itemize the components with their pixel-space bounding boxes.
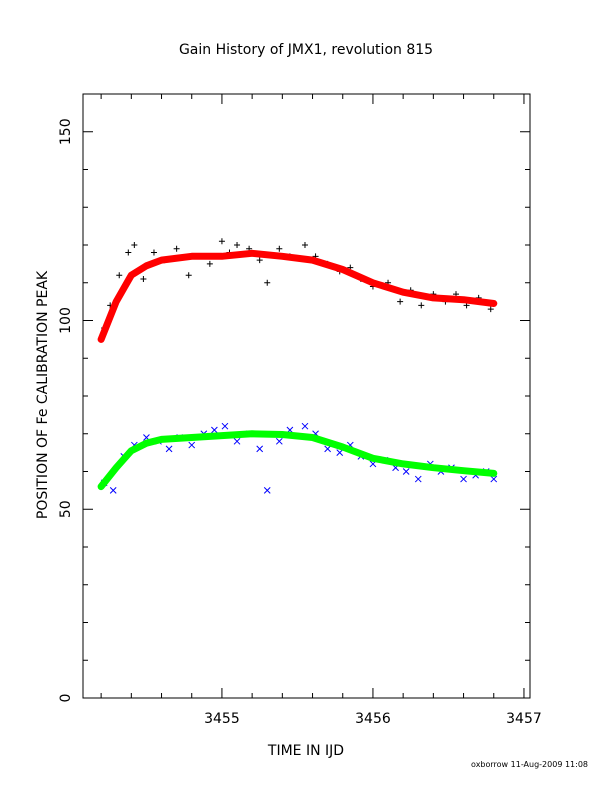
plot-frame [82,93,531,699]
data-point [487,306,494,313]
data-point [234,242,241,248]
data-point [211,426,218,434]
data-point [116,272,123,279]
x-tick-label: 3455 [204,711,240,727]
data-point [256,445,264,453]
data-point [397,298,404,305]
data-point [276,245,283,252]
y-tick-label: 100 [58,307,74,334]
data-point [263,487,271,494]
series-1 [97,422,498,494]
data-point [173,245,180,252]
data-point [140,275,147,282]
data-point [188,441,196,449]
fit-line [97,249,498,343]
footer-credit: oxborrow 11-Aug-2009 11:08 [471,760,588,769]
data-point [301,422,309,430]
axis-ticks [83,94,530,699]
data-point [233,437,241,445]
data-point [109,487,117,494]
data-point [402,468,410,475]
data-point [206,260,213,267]
data-point [418,302,425,309]
data-point [414,475,422,483]
x-axis-label: TIME IN IJD [267,743,344,759]
data-point [336,449,344,456]
data-point [490,475,498,483]
x-tick-label: 3456 [355,711,391,727]
y-tick-label: 50 [58,500,74,518]
y-tick-label: 0 [58,694,74,703]
data-point [131,242,138,248]
data-point [185,272,192,279]
x-tick-label: 3457 [506,711,542,727]
data-point [221,422,229,430]
data-point [264,279,271,286]
series-layer [97,238,498,494]
data-point [165,445,173,453]
data-point [125,249,132,256]
series-0 [97,238,498,343]
y-axis-label: POSITION OF Fe CALIBRATION PEAK [35,270,51,519]
data-point [301,242,308,248]
fit-line [97,430,498,491]
data-point [256,257,263,264]
y-tick-label: 150 [58,118,74,145]
data-point [324,445,331,453]
chart-title: Gain History of JMX1, revolution 815 [179,42,433,58]
data-point [150,249,157,256]
data-point [460,475,467,483]
tick-labels: 3455 3456 3457 0 50 100 150 [58,118,542,727]
data-point [218,238,225,245]
data-point [275,437,283,445]
